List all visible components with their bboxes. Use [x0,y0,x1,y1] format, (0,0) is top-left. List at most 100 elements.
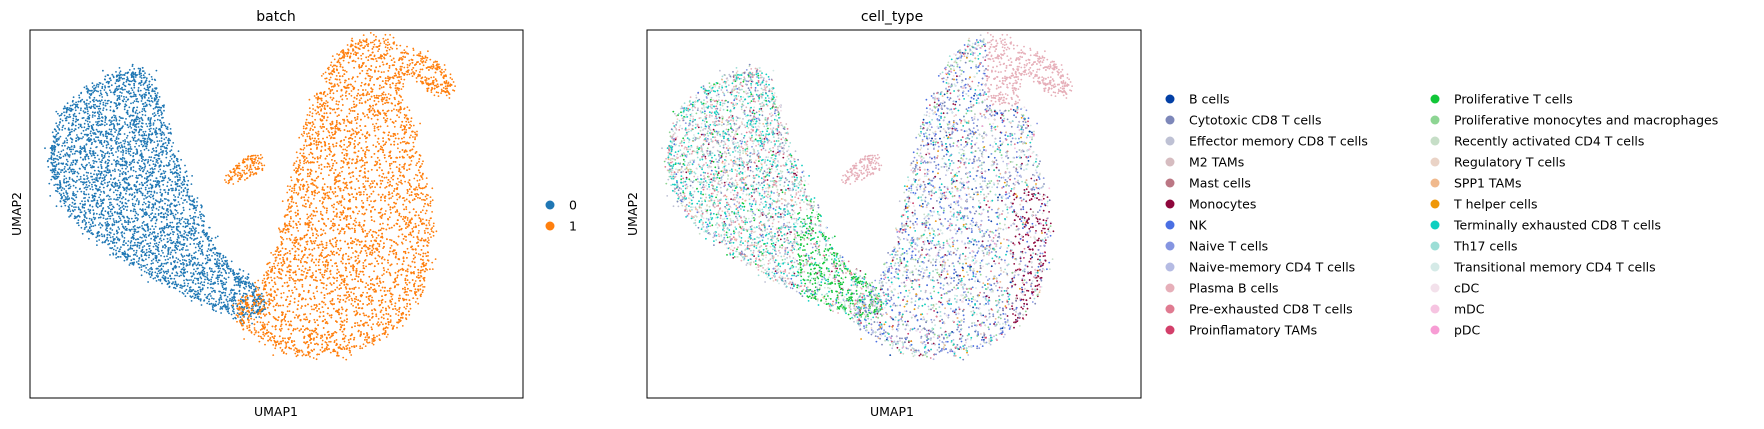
batch-0-point [197,289,199,292]
batch-0-point [76,222,78,225]
batch-0-point [174,209,177,211]
batch-0-point [224,283,227,286]
batch-0-point [105,195,108,198]
batch-0-point [247,282,250,285]
batch-0-point [128,184,130,187]
batch-0-point [85,193,87,196]
batch-0-point [132,226,135,228]
batch-0-point [174,260,177,262]
batch-0-point [83,174,85,177]
batch-0-point [194,211,196,214]
batch-0-point [232,302,235,305]
batch-0-point [114,90,116,92]
batch-0-point [114,139,116,142]
batch-0-point [192,239,195,242]
batch-0-point [166,185,169,188]
batch-0-point [104,222,107,224]
batch-0-point [70,170,73,173]
batch-0-point [113,168,116,171]
batch-0-point [135,142,138,145]
batch-0-point [166,224,169,227]
batch-0-point [129,150,132,153]
batch-0-point [128,115,131,118]
batch-0-point [109,236,112,239]
batch-0-point [154,216,157,218]
batch-0-point [70,130,73,133]
batch-0-point [131,130,134,133]
batch-0-point [169,159,171,162]
batch-0-point [65,158,68,161]
batch-0-point [83,111,86,114]
batch-0-point [138,188,141,190]
batch-0-point [58,143,60,146]
batch-0-point [92,104,95,106]
batch-0-point [79,156,82,159]
batch-0-point [108,169,111,172]
batch-0-point [110,116,113,119]
batch-0-point [147,229,149,232]
batch-0-point [137,67,140,70]
batch-0-point [131,235,134,238]
batch-0-point [222,256,225,259]
batch-0-point [192,204,195,207]
batch-0-point [157,143,160,146]
batch-0-point [127,150,130,153]
batch-0-point [152,163,155,166]
batch-0-point [238,278,241,281]
batch-0-point [194,283,197,285]
batch-0-point [169,168,172,171]
batch-0-point [99,82,102,85]
batch-0-point [154,163,157,166]
batch-0-point [67,154,70,157]
batch-0-point [178,249,181,252]
batch-0-point [111,73,114,76]
batch-0-point [85,143,88,146]
batch-0-point [240,306,243,308]
batch-0-point [118,102,120,104]
batch-0-point [135,120,138,123]
batch-0-point [182,202,184,204]
batch-0-point [151,217,154,220]
batch-0-point [204,293,206,296]
batch-0-point [100,164,102,166]
batch-0-point [53,128,56,131]
batch-0-point [122,252,125,254]
batch-0-point [151,252,153,255]
batch-0-point [91,233,94,236]
batch-0-point [232,317,235,320]
batch-0-point [163,172,166,175]
batch-0-point [151,233,153,235]
batch-0-point [196,237,199,240]
batch-0-point [248,289,251,292]
batch-0-point [121,173,124,176]
batch-0-point [177,235,180,237]
batch-0-point [150,262,153,265]
batch-0-point [79,202,82,205]
batch-0-point [84,119,87,122]
batch-0-point [171,221,174,224]
batch-0-point [114,189,117,192]
batch-0-point [77,224,80,227]
batch-0-point [95,205,98,208]
batch-0-point [153,90,155,93]
batch-0-point [141,258,144,261]
batch-0-point [234,299,237,302]
batch-0-point [221,285,224,287]
batch-0-point [85,184,88,186]
batch-0-point [157,112,159,115]
batch-0-point [155,274,158,277]
batch-0-point [72,184,75,187]
batch-0-point [101,117,104,119]
batch-0-point [164,142,167,144]
batch-0-point [167,234,170,236]
batch-0-point [74,103,77,106]
batch-0-point [84,103,86,105]
batch-0-point [142,220,145,223]
batch-0-point [61,119,64,122]
batch-0-point [149,174,152,176]
batch-0-point [74,121,77,123]
batch-0-point [100,170,103,173]
batch-0-point [148,195,151,198]
batch-0-point [143,148,146,151]
batch-0-point [71,153,74,155]
